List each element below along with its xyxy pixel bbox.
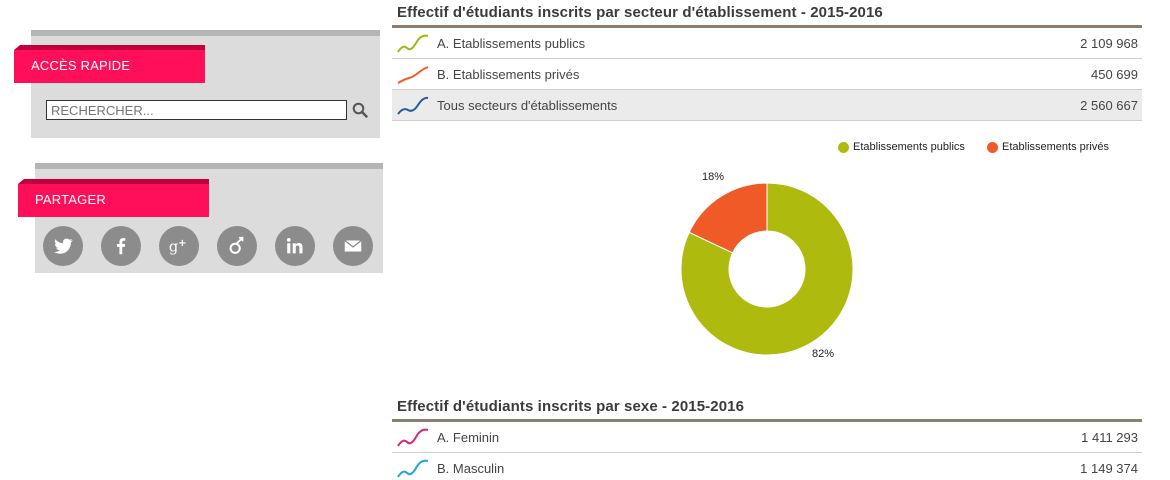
section-title-sex: Effectif d'étudiants inscrits par sexe -… [397, 398, 745, 415]
row-label: A. Etablissements publics [437, 36, 586, 51]
slice-private[interactable] [688, 182, 768, 254]
section-title-sector: Effectif d'étudiants inscrits par secteu… [397, 4, 883, 21]
table-row[interactable]: A. Feminin 1 411 293 [392, 422, 1142, 453]
quick-access-header: ACCÈS RAPIDE [14, 50, 205, 83]
twitter-icon[interactable] [43, 226, 83, 266]
row-label: Tous secteurs d'établissements [437, 98, 618, 113]
slice-label-public: 82% [812, 348, 835, 360]
sector-donut-chart: Etablissements publics Etablissements pr… [640, 134, 1140, 370]
legend-label: Etablissements publics [853, 141, 965, 153]
table-row-total[interactable]: Tous secteurs d'établissements 2 560 667 [392, 90, 1142, 121]
table-row[interactable]: B. Masculin 1 149 374 [392, 453, 1142, 480]
legend-item-private[interactable]: Etablissements privés [987, 141, 1109, 153]
slice-public[interactable] [680, 182, 854, 356]
linkedin-icon[interactable] [275, 226, 315, 266]
row-value: 450 699 [1091, 67, 1138, 82]
legend-label: Etablissements privés [1002, 141, 1109, 153]
sparkline-icon [397, 66, 429, 84]
sparkline-icon [397, 428, 429, 447]
facebook-icon[interactable] [101, 226, 141, 266]
svg-text:+: + [178, 238, 186, 249]
legend-swatch [838, 141, 849, 153]
share-header: PARTAGER [18, 184, 209, 217]
search-input[interactable] [46, 100, 347, 120]
search-icon[interactable] [352, 102, 368, 118]
donut-svg [680, 182, 854, 356]
svg-text:g: g [169, 239, 178, 256]
row-value: 1 149 374 [1080, 461, 1138, 476]
mail-icon[interactable] [333, 226, 373, 266]
sparkline-icon [397, 34, 429, 53]
row-value: 2 109 968 [1080, 36, 1138, 51]
legend-item-public[interactable]: Etablissements publics [838, 141, 965, 153]
row-label: B. Etablissements privés [437, 67, 580, 82]
title-divider [392, 25, 1142, 28]
table-row[interactable]: A. Etablissements publics 2 109 968 [392, 28, 1142, 59]
legend-swatch [987, 141, 998, 153]
row-label: B. Masculin [437, 461, 505, 476]
table-row[interactable]: B. Etablissements privés 450 699 [392, 59, 1142, 90]
slice-label-private: 18% [702, 171, 725, 183]
title-divider [392, 419, 1142, 422]
row-label: A. Feminin [437, 430, 500, 445]
sparkline-icon [397, 459, 429, 478]
row-value: 2 560 667 [1080, 98, 1138, 113]
viadeo-icon[interactable] [217, 226, 257, 266]
google-plus-icon[interactable]: g + [159, 226, 199, 266]
sparkline-icon [397, 96, 429, 115]
row-value: 1 411 293 [1081, 430, 1138, 445]
